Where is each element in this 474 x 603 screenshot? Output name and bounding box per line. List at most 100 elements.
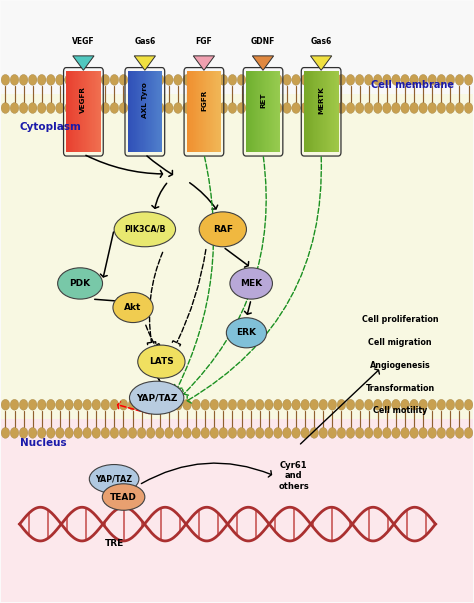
- Ellipse shape: [138, 345, 185, 378]
- Circle shape: [128, 74, 137, 85]
- FancyBboxPatch shape: [74, 71, 76, 153]
- FancyBboxPatch shape: [210, 71, 211, 153]
- Circle shape: [273, 399, 282, 410]
- FancyBboxPatch shape: [275, 71, 277, 153]
- FancyBboxPatch shape: [98, 71, 100, 153]
- FancyBboxPatch shape: [266, 71, 268, 153]
- Circle shape: [83, 428, 91, 438]
- Circle shape: [310, 103, 319, 113]
- Circle shape: [283, 74, 291, 85]
- Circle shape: [283, 103, 291, 113]
- Circle shape: [101, 74, 109, 85]
- Circle shape: [365, 103, 373, 113]
- Circle shape: [428, 428, 437, 438]
- Circle shape: [319, 103, 328, 113]
- Circle shape: [465, 74, 473, 85]
- Circle shape: [137, 74, 146, 85]
- Circle shape: [119, 74, 128, 85]
- Circle shape: [119, 103, 128, 113]
- FancyBboxPatch shape: [188, 71, 190, 153]
- FancyBboxPatch shape: [337, 71, 338, 153]
- Circle shape: [201, 74, 210, 85]
- FancyBboxPatch shape: [261, 71, 262, 153]
- FancyBboxPatch shape: [336, 71, 337, 153]
- FancyBboxPatch shape: [145, 71, 146, 153]
- Circle shape: [19, 103, 28, 113]
- FancyBboxPatch shape: [330, 71, 332, 153]
- Circle shape: [110, 399, 118, 410]
- FancyBboxPatch shape: [87, 71, 89, 153]
- FancyBboxPatch shape: [265, 71, 267, 153]
- Circle shape: [228, 399, 237, 410]
- FancyBboxPatch shape: [318, 71, 319, 153]
- Circle shape: [10, 103, 19, 113]
- FancyBboxPatch shape: [130, 71, 132, 153]
- Circle shape: [264, 103, 273, 113]
- FancyBboxPatch shape: [322, 71, 324, 153]
- FancyBboxPatch shape: [147, 71, 149, 153]
- Circle shape: [437, 399, 446, 410]
- FancyBboxPatch shape: [191, 71, 193, 153]
- Text: MEK: MEK: [240, 279, 262, 288]
- FancyBboxPatch shape: [141, 71, 143, 153]
- FancyBboxPatch shape: [201, 71, 203, 153]
- FancyBboxPatch shape: [144, 71, 146, 153]
- Circle shape: [1, 103, 9, 113]
- FancyBboxPatch shape: [271, 71, 273, 153]
- Text: VEGF: VEGF: [72, 37, 95, 46]
- Circle shape: [283, 399, 291, 410]
- FancyBboxPatch shape: [311, 71, 312, 153]
- Circle shape: [28, 103, 37, 113]
- Circle shape: [110, 74, 118, 85]
- Text: ERK: ERK: [237, 328, 256, 337]
- FancyBboxPatch shape: [209, 71, 210, 153]
- Circle shape: [255, 428, 264, 438]
- FancyBboxPatch shape: [82, 71, 84, 153]
- FancyBboxPatch shape: [219, 71, 220, 153]
- Text: FGF: FGF: [196, 37, 212, 46]
- FancyBboxPatch shape: [213, 71, 215, 153]
- FancyBboxPatch shape: [136, 71, 137, 153]
- Circle shape: [1, 74, 9, 85]
- FancyBboxPatch shape: [272, 71, 273, 153]
- Circle shape: [383, 399, 391, 410]
- FancyBboxPatch shape: [160, 71, 161, 153]
- Text: TRE: TRE: [104, 539, 124, 548]
- Bar: [0, 1, 474, 94]
- Circle shape: [119, 399, 128, 410]
- FancyBboxPatch shape: [154, 71, 155, 153]
- Circle shape: [264, 399, 273, 410]
- Ellipse shape: [89, 464, 139, 493]
- Circle shape: [237, 74, 246, 85]
- Circle shape: [146, 399, 155, 410]
- FancyBboxPatch shape: [310, 71, 311, 153]
- FancyBboxPatch shape: [97, 71, 99, 153]
- Polygon shape: [193, 56, 215, 71]
- Circle shape: [164, 103, 173, 113]
- Circle shape: [137, 399, 146, 410]
- Circle shape: [401, 74, 409, 85]
- FancyBboxPatch shape: [255, 71, 256, 153]
- Circle shape: [164, 74, 173, 85]
- Circle shape: [28, 428, 37, 438]
- FancyBboxPatch shape: [192, 71, 194, 153]
- FancyBboxPatch shape: [252, 71, 253, 153]
- FancyBboxPatch shape: [156, 71, 158, 153]
- FancyBboxPatch shape: [138, 71, 140, 153]
- Circle shape: [1, 399, 9, 410]
- FancyBboxPatch shape: [148, 71, 150, 153]
- Circle shape: [319, 428, 328, 438]
- Circle shape: [246, 74, 255, 85]
- Circle shape: [328, 428, 337, 438]
- FancyBboxPatch shape: [78, 71, 79, 153]
- FancyBboxPatch shape: [314, 71, 316, 153]
- Circle shape: [46, 399, 55, 410]
- FancyBboxPatch shape: [325, 71, 326, 153]
- FancyBboxPatch shape: [79, 71, 81, 153]
- Circle shape: [183, 74, 191, 85]
- Text: AXL Tyro: AXL Tyro: [142, 82, 148, 118]
- Circle shape: [383, 428, 391, 438]
- FancyBboxPatch shape: [247, 71, 249, 153]
- FancyBboxPatch shape: [309, 71, 310, 153]
- Circle shape: [201, 103, 210, 113]
